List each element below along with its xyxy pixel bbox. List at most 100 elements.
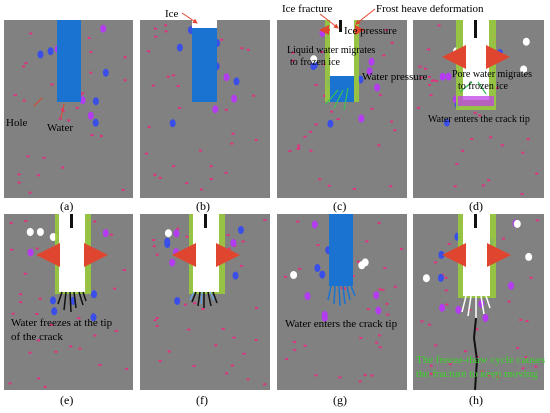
pore-hole xyxy=(22,99,26,102)
soil-grain xyxy=(508,281,514,290)
pore-hole xyxy=(164,30,168,33)
pore-hole xyxy=(418,65,422,68)
pore-hole xyxy=(252,94,256,97)
pore-hole xyxy=(464,350,467,353)
pore-hole xyxy=(309,130,312,133)
pore-hole xyxy=(336,118,340,121)
pore-hole xyxy=(242,352,246,355)
pore-hole xyxy=(17,173,21,176)
soil-grain xyxy=(455,305,462,314)
pore-hole xyxy=(386,313,390,316)
pore-hole xyxy=(314,123,318,126)
pore-hole xyxy=(26,155,30,158)
soil-grain xyxy=(232,271,239,280)
pore-hole xyxy=(359,337,363,339)
pore-hole xyxy=(419,76,423,79)
soil-grain xyxy=(368,57,375,66)
pore-hole xyxy=(184,303,187,306)
water-crack-tips-g xyxy=(327,285,356,307)
soil-grain xyxy=(102,68,109,77)
air-bubble xyxy=(26,228,34,236)
pore-hole xyxy=(389,185,393,188)
ice-pointer xyxy=(181,12,198,24)
pore-hole xyxy=(42,156,46,159)
air-bubble xyxy=(310,55,318,64)
soil-grain xyxy=(233,77,240,86)
soil-grain xyxy=(319,270,326,279)
pore-hole xyxy=(114,329,118,332)
pore-hole xyxy=(209,178,213,180)
soil-grain xyxy=(92,97,99,106)
pore-hole xyxy=(17,181,21,184)
pore-hole xyxy=(178,107,182,109)
pore-hole xyxy=(390,41,394,44)
pore-hole xyxy=(390,120,394,123)
soil-grain xyxy=(439,72,446,81)
pore-hole xyxy=(525,320,529,323)
pore-hole xyxy=(155,325,159,327)
ice-pressure-label: Ice pressure xyxy=(344,25,397,37)
wet-zone-d xyxy=(458,96,494,106)
caption-h: (h) xyxy=(469,393,483,407)
caption-c: (c) xyxy=(333,199,346,213)
soil-grain xyxy=(91,290,97,299)
pore-hole xyxy=(383,267,387,270)
ice-fracture-c xyxy=(339,20,342,32)
water-enters-label-g: Water enters the crack tip xyxy=(285,318,398,330)
soil-grain xyxy=(437,273,444,282)
pore-hole xyxy=(429,372,433,375)
ice-fracture-f xyxy=(204,214,207,228)
pore-hole xyxy=(263,218,267,221)
pore-hole xyxy=(293,340,296,343)
soil-grain xyxy=(375,306,382,315)
pore-hole xyxy=(167,350,171,353)
pore-hole xyxy=(284,275,287,278)
pore-hole xyxy=(254,339,258,342)
pore-hole xyxy=(61,110,65,113)
pore-hole xyxy=(378,346,382,349)
pore-hole xyxy=(381,288,385,291)
pore-hole xyxy=(475,328,479,331)
pore-hole xyxy=(378,94,382,97)
soil-grain xyxy=(176,43,183,52)
air-bubble xyxy=(164,229,172,238)
soil-grain xyxy=(358,114,365,123)
pore-hole xyxy=(524,356,528,359)
pore-hole xyxy=(529,276,533,279)
pore-hole xyxy=(226,234,230,236)
soil-grain xyxy=(374,83,381,92)
soil-grain xyxy=(47,47,54,56)
pore-hole xyxy=(22,65,25,68)
pore-hole xyxy=(297,144,301,147)
pore-hole xyxy=(145,152,148,155)
pore-hole xyxy=(366,308,370,311)
liquid-water-label-2: to frozen ice xyxy=(290,57,341,68)
pore-hole xyxy=(36,174,40,177)
pore-hole xyxy=(69,345,73,348)
soil-grain xyxy=(237,226,244,234)
pore-hole xyxy=(38,297,42,300)
caption-e: (e) xyxy=(60,393,73,407)
pore-hole xyxy=(293,348,297,351)
pore-hole xyxy=(29,32,33,35)
pore-hole xyxy=(288,150,292,153)
pore-hole xyxy=(224,171,228,174)
pore-hole xyxy=(453,185,457,188)
soil-grain xyxy=(445,72,452,81)
pore-hole xyxy=(50,83,54,86)
pore-hole xyxy=(35,247,39,250)
pore-hole xyxy=(455,162,459,165)
pore-hole xyxy=(246,378,250,381)
pore-hole xyxy=(437,24,441,27)
pore-hole xyxy=(77,317,81,320)
ice-fracture-e xyxy=(70,214,73,228)
pore-hole xyxy=(351,275,355,278)
soil-grain xyxy=(366,67,373,76)
pore-hole xyxy=(430,79,434,82)
pore-hole xyxy=(81,92,84,95)
pore-hole xyxy=(24,62,28,65)
pore-hole xyxy=(75,106,79,109)
freeze-tip-label-2: of the crack xyxy=(11,331,63,343)
pore-hole xyxy=(420,320,424,323)
soil-grain xyxy=(321,313,328,322)
